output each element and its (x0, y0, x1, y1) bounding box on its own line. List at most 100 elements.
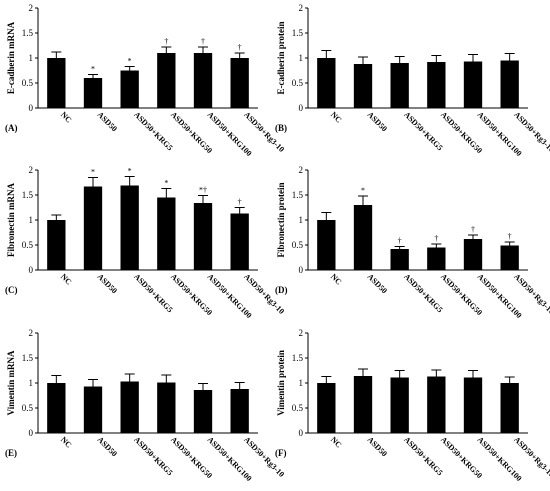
panel-b: 0 0.5 1 1.5 2 E-cadherin protein NC ASD50 ASD50+… (275, 3, 550, 158)
panel-f-ytick-label: 1 (299, 378, 304, 388)
panel-d-significance-mark: † (508, 232, 512, 241)
panel-d-bar (463, 239, 483, 270)
panel-b-category-label: ASD50 (366, 110, 389, 133)
panel-e-ytick-label: 1 (29, 378, 34, 388)
panel-a-significance-mark: † (201, 37, 205, 46)
panel-c-ytick-label: 2 (29, 165, 34, 175)
panel-d-bar (317, 220, 336, 270)
panel-c-category-label: ASD50 (96, 272, 119, 295)
panel-c-bar (83, 186, 103, 270)
panel-c-ytick-label: 1 (29, 215, 34, 225)
panel-e-bar (120, 381, 139, 433)
panel-a-ytick-label: 0 (29, 103, 34, 113)
panel-b-ytick-label: 1 (299, 53, 304, 63)
panel-a-significance-mark: * (128, 57, 132, 66)
panel-b-category-label: ASD50+KRG5 (402, 110, 444, 152)
panel-a-label: (A) (5, 123, 18, 133)
panel-b-category-label: NC (329, 110, 344, 125)
panel-d-bar (390, 249, 409, 270)
panel-c: 0 0.5 1 1.5 2 Fibronectin mRNA NC * ASD50 * ASD50+… (5, 165, 286, 320)
panel-b-label: (B) (275, 123, 287, 133)
panel-e-ytick-label: 0 (29, 428, 34, 438)
panel-e-category-label: ASD50+KRG5 (132, 435, 174, 477)
panel-b-bar (500, 60, 519, 108)
panel-b-bar (427, 62, 446, 108)
panel-f-ytick-label: 1.5 (292, 353, 304, 363)
panel-f-label: (F) (275, 448, 287, 458)
panel-d-ytick-label: 1.5 (292, 190, 304, 200)
panel-e-category-label: ASD50 (96, 435, 119, 458)
panel-e-ytick-label: 1.5 (22, 353, 34, 363)
panel-a-category-label: NC (59, 110, 74, 125)
panel-e-ylabel: Vimentin mRNA (6, 350, 16, 415)
panel-a-bar (193, 53, 213, 108)
panel-e-bar (193, 390, 213, 433)
panel-c-significance-mark: * (91, 168, 95, 177)
panel-c-significance-mark: * (128, 167, 132, 176)
panel-e-ytick-label: 2 (29, 328, 34, 338)
panel-e-bar (47, 383, 66, 433)
panel-a-bar (47, 58, 66, 108)
panel-a-bar (83, 78, 103, 108)
panel-c-bar (230, 213, 249, 270)
panel-a-category-label: ASD50 (96, 110, 119, 133)
panel-f-category-label: NC (329, 435, 344, 450)
panel-c-bar (120, 185, 139, 270)
panel-b-ytick-label: 1.5 (292, 28, 304, 38)
panel-b-ytick-label: 2 (299, 3, 304, 13)
panel-d-category-label: NC (329, 272, 344, 287)
panel-d-bar (500, 245, 519, 270)
panel-a-ytick-label: 1.5 (22, 28, 34, 38)
panel-d-ytick-label: 0 (299, 265, 304, 275)
panel-f-ytick-label: 2 (299, 328, 304, 338)
panel-f-ytick-label: 0.5 (292, 403, 304, 413)
panel-d-category-label: ASD50+KRG5 (402, 272, 444, 314)
panel-a-bar (120, 70, 139, 108)
panel-b-bar (353, 64, 373, 108)
panel-f-bar (317, 383, 336, 433)
panel-c-bar (47, 220, 66, 270)
panel-b-bar (390, 63, 409, 108)
panel-f-bar (500, 383, 519, 433)
panel-e-bar (230, 389, 249, 433)
panel-b-ytick-label: 0.5 (292, 78, 304, 88)
panel-f-ylabel: Vimentin protein (276, 350, 286, 416)
panel-d-ytick-label: 2 (299, 165, 304, 175)
panel-e-ytick-label: 0.5 (22, 403, 34, 413)
panel-a-ytick-label: 0.5 (22, 78, 34, 88)
panel-d-bar (427, 247, 446, 270)
panel-b-ylabel: E-cadherin protein (276, 21, 286, 94)
panel-c-label: (C) (5, 285, 18, 295)
panel-d-significance-mark: † (471, 225, 475, 234)
panel-f-bar (427, 376, 446, 433)
panel-a-significance-mark: * (91, 65, 95, 74)
panel-b-bar (463, 61, 483, 108)
panel-e-bar (157, 382, 176, 433)
panel-c-category-label: ASD50+KRG5 (132, 272, 174, 314)
panel-f-bar (353, 376, 373, 433)
panel-c-bar (193, 203, 213, 270)
panel-c-significance-mark: * (164, 179, 168, 188)
panel-a-bar (157, 53, 176, 108)
panel-c-ytick-label: 1.5 (22, 190, 34, 200)
panel-f-bar (463, 377, 483, 433)
panel-a-bar (230, 58, 249, 108)
panel-d-bar (353, 205, 373, 270)
panel-e-category-label: NC (59, 435, 74, 450)
panel-c-ylabel: Fibronectin mRNA (6, 182, 16, 257)
panel-c-significance-mark: † (238, 198, 242, 207)
panel-d: 0 0.5 1 1.5 2 Fibronectin protein NC * ASD50 † ASD… (275, 165, 550, 320)
panel-a-category-label: ASD50+KRG5 (132, 110, 174, 152)
panel-c-bar (157, 197, 176, 270)
panel-f-category-label: ASD50+KRG5 (402, 435, 444, 477)
panel-f: 0 0.5 1 1.5 2 Vimentin protein NC ASD50 ASD50+KR… (275, 328, 550, 483)
panel-a: 0 0.5 1 1.5 2 E-cadherin mRNA NC * ASD50 * ASD50+K… (5, 3, 286, 158)
panel-d-ytick-label: 1 (299, 215, 304, 225)
panel-f-bar (390, 377, 409, 433)
panel-c-ytick-label: 0 (29, 265, 34, 275)
panel-a-ylabel: E-cadherin mRNA (6, 21, 16, 94)
panel-d-ytick-label: 0.5 (292, 240, 304, 250)
panel-a-significance-mark: † (238, 43, 242, 52)
